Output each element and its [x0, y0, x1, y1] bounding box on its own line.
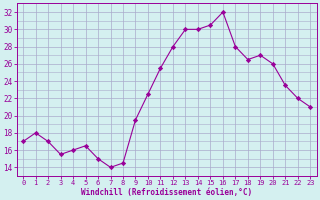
X-axis label: Windchill (Refroidissement éolien,°C): Windchill (Refroidissement éolien,°C): [81, 188, 252, 197]
